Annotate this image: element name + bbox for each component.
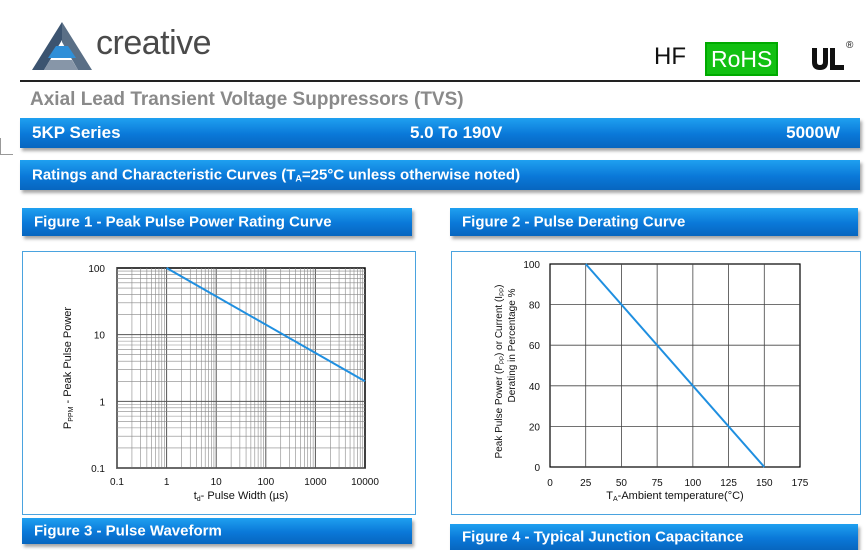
page-title: Axial Lead Transient Voltage Suppressors… <box>30 89 464 110</box>
y-tick-label: 100 <box>88 264 105 275</box>
x-axis-label: TA-Ambient temperature(°C) <box>606 490 743 503</box>
y-tick-label: 0.1 <box>91 464 105 475</box>
y-axis-label: PPPM - Peak Pulse Power <box>62 307 75 430</box>
x-tick-label: 150 <box>756 478 773 489</box>
figure-1-chart: 0.1 1 10 100 1000 10000 100 10 1 0.1 td- Pulse Wid… <box>62 264 379 503</box>
series-bar: 5KP Series 5.0 To 190V 5000W <box>20 118 860 148</box>
x-tick-label: 25 <box>580 478 592 489</box>
x-axis-label: td- Pulse Width (µs) <box>194 490 289 503</box>
margin-mark <box>0 138 13 155</box>
figure-2-chart: 0 25 50 75 100 125 150 175020406080100TA-Ambien… <box>494 260 809 503</box>
y-tick-label: 0 <box>534 463 540 474</box>
x-tick-label: 1 <box>164 477 170 488</box>
brand-name: creative <box>96 24 212 62</box>
ul-logo-icon: ® <box>806 40 853 74</box>
figure-4-header: Figure 4 - Typical Junction Capacitance <box>450 524 858 550</box>
figure-3-header: Figure 3 - Pulse Waveform <box>22 518 412 544</box>
x-tick-label: 1000 <box>304 477 327 488</box>
series-name: 5KP Series <box>32 123 121 142</box>
y-tick-label: 100 <box>523 260 540 271</box>
figure-1-panel: 0.1 1 10 100 1000 10000 100 10 1 0.1 td- Pulse Wid… <box>22 251 416 515</box>
rating-curve <box>166 267 366 383</box>
x-tick-label: 125 <box>720 478 737 489</box>
y-tick-label: 60 <box>529 341 541 352</box>
y-tick-label: 10 <box>94 331 106 342</box>
power-rating: 5000W <box>786 123 840 142</box>
plot-area <box>116 267 366 469</box>
ratings-text: Ratings and Characteristic Curves (TA=25… <box>32 166 521 184</box>
y-tick-label: 40 <box>529 382 541 393</box>
x-tick-label: 175 <box>792 478 809 489</box>
hf-mark: HF <box>654 43 686 70</box>
ratings-bar: Ratings and Characteristic Curves (TA=25… <box>20 160 860 190</box>
derating-curve <box>584 263 766 468</box>
y-tick-label: 1 <box>99 397 105 408</box>
voltage-range: 5.0 To 190V <box>410 123 503 142</box>
x-tick-label: 75 <box>652 478 664 489</box>
x-tick-label: 10000 <box>351 477 379 488</box>
x-tick-label: 100 <box>685 478 702 489</box>
x-tick-label: 50 <box>616 478 628 489</box>
registered-mark: ® <box>846 40 854 51</box>
y-axis-label-line2: Derating in Percentage % <box>507 288 518 402</box>
figure-1-header: Figure 1 - Peak Pulse Power Rating Curve <box>22 208 412 236</box>
x-tick-label: 0.1 <box>110 477 124 488</box>
y-axis-label-line1: Peak Pulse Power (PPP) or Current (IPP) <box>494 285 506 459</box>
logo-mark-icon <box>32 22 92 70</box>
rohs-badge: RoHS <box>705 42 779 76</box>
y-tick-label: 80 <box>529 301 541 312</box>
x-tick-label: 100 <box>257 477 274 488</box>
figure-2-header: Figure 2 - Pulse Derating Curve <box>450 208 858 236</box>
x-tick-label: 10 <box>211 477 223 488</box>
x-tick-label: 0 <box>547 478 553 489</box>
y-tick-label: 20 <box>529 422 541 433</box>
figure-2-panel: 0 25 50 75 100 125 150 175 0 20 40 60 80 100 TA-Ambien… <box>451 251 861 515</box>
header-divider <box>20 80 860 82</box>
company-logo: creative <box>28 20 258 72</box>
